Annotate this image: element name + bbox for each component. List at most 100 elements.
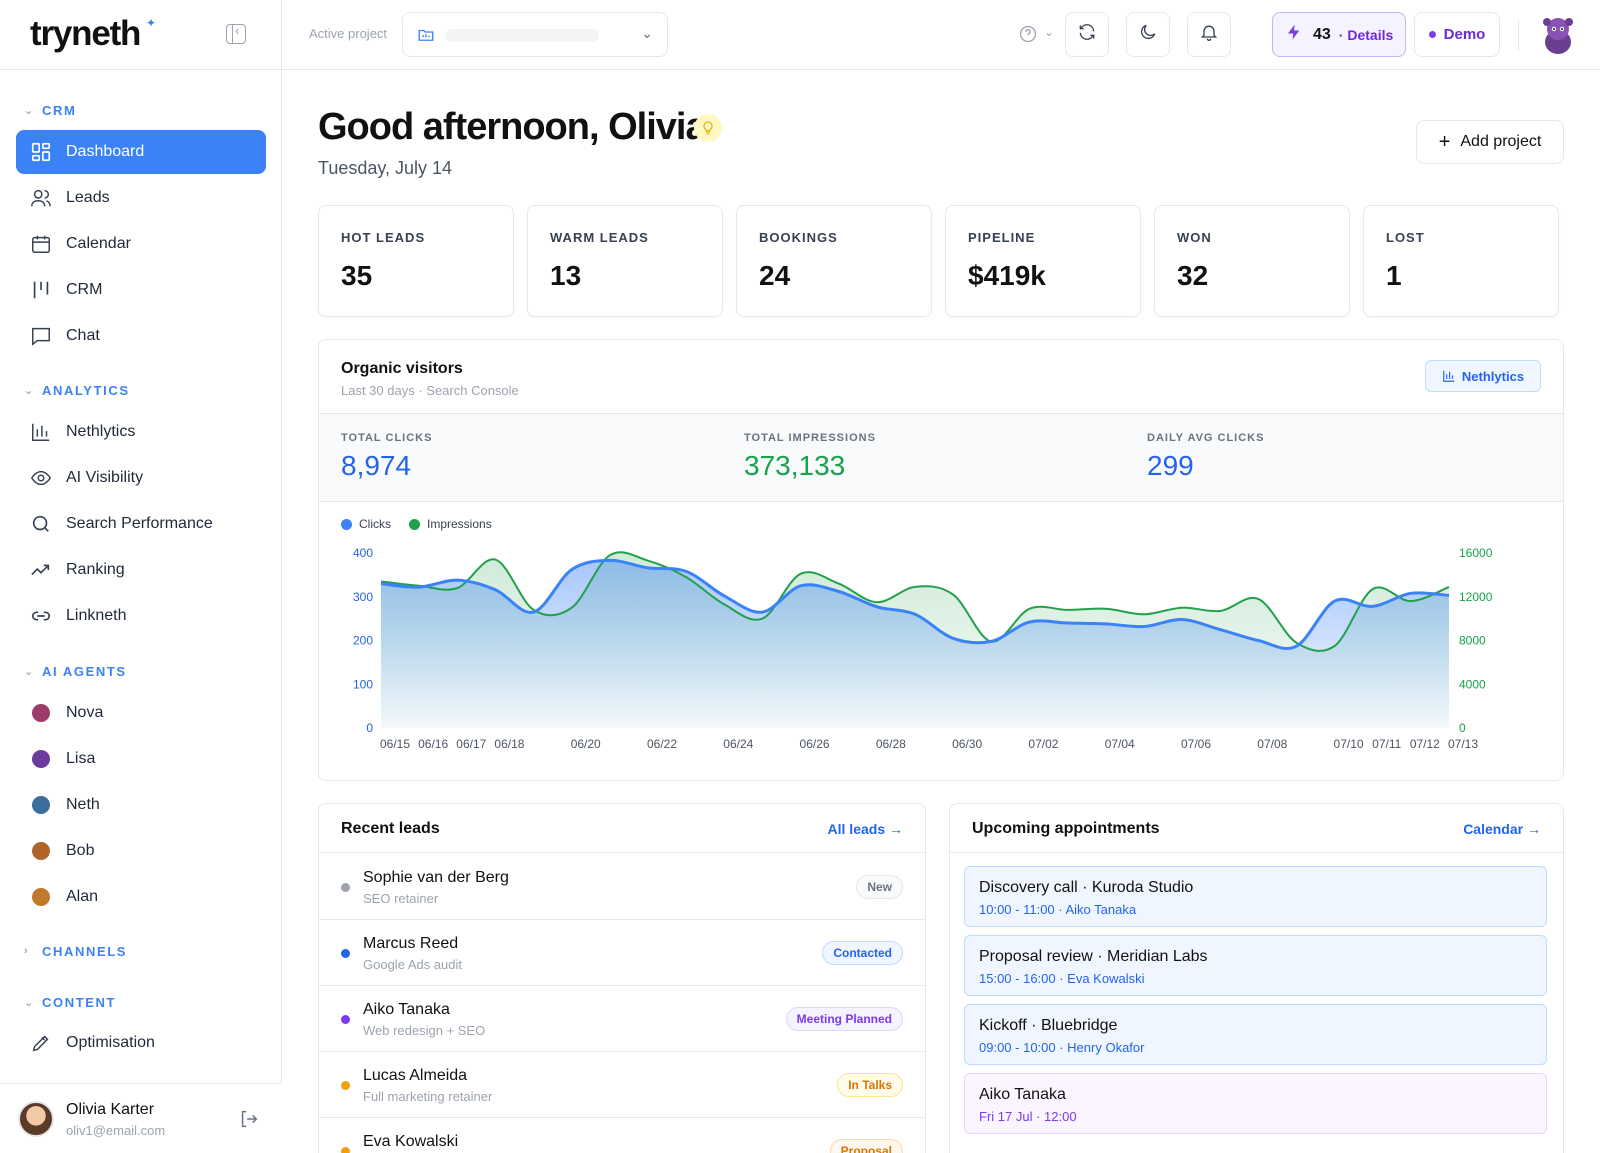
- sidebar-item-bob[interactable]: Bob: [16, 829, 266, 873]
- x-tick-label: 06/15: [380, 737, 410, 751]
- sidebar-item-dashboard[interactable]: Dashboard: [16, 130, 266, 174]
- appointment-item[interactable]: Kickoff · Bluebridge 09:00 - 10:00 · Henr…: [964, 1004, 1547, 1065]
- appointment-item[interactable]: Proposal review · Meridian Labs 15:00 - 1…: [964, 935, 1547, 996]
- x-tick-label: 07/12: [1410, 737, 1440, 751]
- chat-icon: [30, 325, 52, 347]
- sidebar-item-label: Nova: [66, 704, 104, 721]
- logo[interactable]: tryneth: [30, 14, 141, 53]
- calendar-link[interactable]: Calendar →: [1463, 821, 1541, 837]
- sidebar-collapse-icon[interactable]: [226, 23, 246, 44]
- lead-row[interactable]: Marcus Reed Google Ads audit Contacted: [319, 920, 925, 986]
- x-tick-label: 07/06: [1181, 737, 1211, 751]
- sidebar-item-calendar[interactable]: Calendar: [16, 222, 266, 266]
- lead-row[interactable]: Sophie van der Berg SEO retainer New: [319, 854, 925, 920]
- stat-card-warm-leads[interactable]: WARM LEADS 13: [527, 205, 723, 317]
- card-title: Organic visitors: [341, 360, 463, 377]
- y-left-tick-label: 200: [353, 634, 373, 648]
- sidebar-item-label: Ranking: [66, 561, 125, 578]
- chevron-right-icon: ›: [24, 945, 30, 957]
- sidebar-item-ai-visibility[interactable]: AI Visibility: [16, 456, 266, 500]
- sidebar-item-lisa[interactable]: Lisa: [16, 737, 266, 781]
- sidebar-item-ranking[interactable]: Ranking: [16, 548, 266, 592]
- credits-count: 43: [1313, 25, 1331, 43]
- x-tick-label: 07/13: [1448, 737, 1478, 751]
- appointment-title: Proposal review · Meridian Labs: [979, 948, 1208, 965]
- sidebar-item-nethlytics[interactable]: Nethlytics: [16, 410, 266, 454]
- lead-row[interactable]: Aiko Tanaka Web redesign + SEO Meeting Pla…: [319, 986, 925, 1052]
- stat-card-won[interactable]: WON 32: [1154, 205, 1350, 317]
- sidebar-item-linkneth[interactable]: Linkneth: [16, 594, 266, 638]
- chevron-down-icon: ⌄: [24, 384, 35, 397]
- sidebar-item-crm[interactable]: CRM: [16, 268, 266, 312]
- add-project-button[interactable]: + Add project: [1416, 120, 1564, 164]
- sidebar-item-label: Search Performance: [66, 515, 213, 532]
- status-dot: [341, 883, 350, 892]
- demo-button[interactable]: Demo: [1414, 12, 1500, 57]
- recent-leads-card: Recent leads All leads → Sophie van der …: [318, 803, 926, 1153]
- sidebar-item-alan[interactable]: Alan: [16, 875, 266, 919]
- appointment-item[interactable]: Discovery call · Kuroda Studio 10:00 - 11…: [964, 866, 1547, 927]
- lead-row[interactable]: Lucas Almeida Full marketing retainer In T…: [319, 1052, 925, 1118]
- legend-item-impressions[interactable]: Impressions: [409, 517, 492, 531]
- stat-card-hot-leads[interactable]: HOT LEADS 35: [318, 205, 514, 317]
- current-date: Tuesday, July 14: [318, 158, 453, 178]
- sidebar-item-chat[interactable]: Chat: [16, 314, 266, 358]
- stat-label: LOST: [1386, 230, 1425, 245]
- notifications-button[interactable]: [1187, 12, 1231, 57]
- stat-value: $419k: [968, 260, 1046, 291]
- section-content[interactable]: ⌄ CONTENT: [24, 994, 117, 1010]
- organic-visitors-chart: 400 300 200 100 0 16000 12000 8000 4000 0 06/15 06/…: [353, 546, 1493, 751]
- legend-item-clicks[interactable]: Clicks: [341, 517, 391, 531]
- impressions-line: [380, 551, 1450, 652]
- clicks-line: [380, 558, 1450, 650]
- sidebar-item-label: Bob: [66, 842, 95, 859]
- trend-icon: [30, 559, 52, 581]
- stat-card-bookings[interactable]: BOOKINGS 24: [736, 205, 932, 317]
- sidebar-item-leads[interactable]: Leads: [16, 176, 266, 220]
- sidebar-item-label: Dashboard: [66, 143, 145, 160]
- sidebar-item-optimisation[interactable]: Optimisation: [16, 1021, 266, 1065]
- appointment-title: Aiko Tanaka: [979, 1086, 1066, 1103]
- theme-toggle-button[interactable]: [1126, 12, 1170, 57]
- sidebar-item-label: CRM: [66, 281, 103, 298]
- help-icon[interactable]: [1018, 24, 1038, 44]
- mascot-avatar-icon[interactable]: [1538, 14, 1578, 56]
- nethlytics-button[interactable]: Nethlytics: [1425, 360, 1541, 392]
- refresh-button[interactable]: [1065, 12, 1109, 57]
- section-channels[interactable]: › CHANNELS: [24, 943, 128, 959]
- lead-name: Aiko Tanaka: [363, 1001, 450, 1018]
- sidebar-item-neth[interactable]: Neth: [16, 783, 266, 827]
- agent-avatar-icon: [30, 840, 52, 862]
- section-ai-agents[interactable]: ⌄ AI AGENTS: [24, 663, 127, 679]
- sidebar-item-label: Alan: [66, 888, 99, 905]
- credits-button[interactable]: 43 · Details: [1272, 12, 1406, 57]
- metric-total-clicks: TOTAL CLICKS 8,974: [341, 432, 433, 481]
- logout-icon[interactable]: [238, 1108, 260, 1130]
- chevron-down-icon: ⌄: [24, 104, 35, 117]
- project-select[interactable]: ⌄: [402, 12, 668, 57]
- section-crm[interactable]: ⌄ CRM: [24, 102, 77, 118]
- metric-total-impressions: TOTAL IMPRESSIONS 373,133: [744, 432, 876, 481]
- user-profile[interactable]: Olivia Karter oliv1@email.com: [0, 1083, 282, 1153]
- card-header: Recent leads All leads →: [319, 804, 925, 853]
- card-title: Recent leads: [341, 820, 440, 837]
- section-analytics[interactable]: ⌄ ANALYTICS: [24, 382, 130, 398]
- x-tick-label: 06/30: [952, 737, 982, 751]
- sidebar-item-search-performance[interactable]: Search Performance: [16, 502, 266, 546]
- lead-service: Google Ads audit: [363, 957, 463, 972]
- lead-name: Lucas Almeida: [363, 1067, 468, 1084]
- all-leads-link[interactable]: All leads →: [827, 821, 903, 837]
- sidebar-item-nova[interactable]: Nova: [16, 691, 266, 735]
- sparkle-icon: ✦: [146, 16, 157, 30]
- appointment-time: 10:00 - 11:00 · Aiko Tanaka: [979, 902, 1137, 917]
- appointment-item[interactable]: Aiko Tanaka Fri 17 Jul · 12:00: [964, 1073, 1547, 1134]
- stat-label: PIPELINE: [968, 230, 1036, 245]
- chevron-down-icon[interactable]: ⌄: [1044, 25, 1055, 39]
- stat-card-lost[interactable]: LOST 1: [1363, 205, 1559, 317]
- kanban-icon: [30, 279, 52, 301]
- lead-row[interactable]: Eva Kowalski Proposal: [319, 1118, 925, 1153]
- lightbulb-icon[interactable]: [694, 114, 722, 142]
- y-left-tick-label: 100: [353, 677, 373, 691]
- moon-icon: [1138, 22, 1158, 47]
- stat-card-pipeline[interactable]: PIPELINE $419k: [945, 205, 1141, 317]
